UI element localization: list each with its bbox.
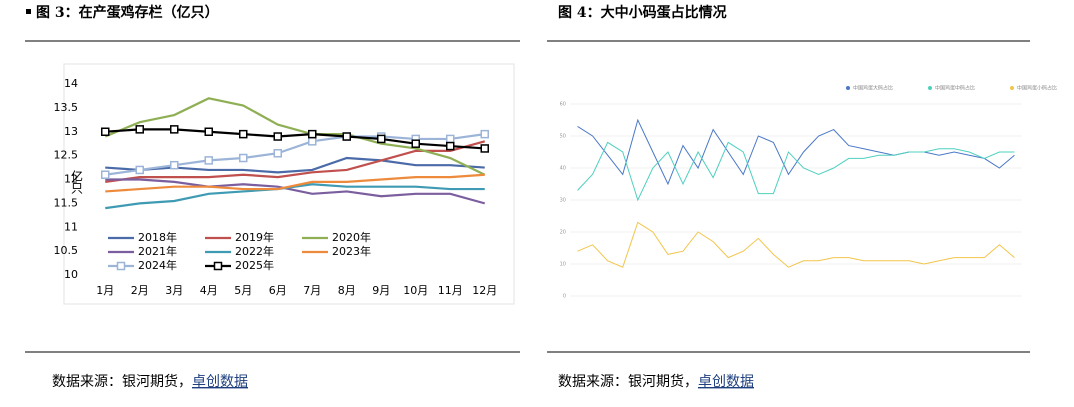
legend-label: 2022年 bbox=[235, 244, 274, 258]
bullet bbox=[26, 9, 31, 14]
marker bbox=[342, 132, 351, 141]
y-tick-label: 50 bbox=[560, 134, 566, 140]
marker bbox=[273, 148, 282, 158]
y-tick-label: 12 bbox=[64, 173, 78, 186]
y-tick-label: 14 bbox=[64, 77, 78, 90]
y-tick-label: 30 bbox=[560, 198, 566, 204]
legend-label: 中国鸡蛋中码占比 bbox=[935, 85, 975, 92]
legend-label: 2018年 bbox=[138, 230, 177, 244]
x-tick-label: 5月 bbox=[234, 284, 252, 297]
x-tick-label: 10月 bbox=[403, 284, 428, 297]
x-tick-label: 9月 bbox=[372, 284, 390, 297]
marker bbox=[308, 137, 317, 146]
legend-marker bbox=[213, 261, 223, 271]
marker bbox=[308, 129, 317, 139]
marker bbox=[170, 125, 179, 134]
y-tick-label: 60 bbox=[560, 102, 566, 108]
source-text: 数据来源：银河期货， bbox=[52, 373, 192, 390]
y-tick-label: 20 bbox=[560, 230, 566, 236]
series-line bbox=[577, 118, 1015, 186]
marker bbox=[377, 134, 386, 144]
legend-label: 2020年 bbox=[332, 230, 371, 244]
marker bbox=[101, 127, 110, 136]
y-tick-label: 10 bbox=[64, 268, 78, 281]
marker bbox=[204, 127, 213, 136]
series-line bbox=[105, 183, 485, 210]
legend-label: 2025年 bbox=[235, 258, 274, 272]
y-tick-label: 0 bbox=[563, 294, 566, 300]
series-line bbox=[105, 128, 485, 150]
series-line bbox=[105, 156, 485, 174]
x-tick-label: 7月 bbox=[303, 284, 321, 297]
y-tick-label: 13.5 bbox=[54, 101, 79, 114]
x-tick-label: 11月 bbox=[438, 284, 463, 297]
source-link: 卓创数据 bbox=[192, 374, 248, 390]
x-tick-label: 2月 bbox=[131, 284, 149, 297]
series-line bbox=[577, 141, 1015, 202]
marker bbox=[446, 141, 455, 151]
y-tick-label: 40 bbox=[560, 166, 566, 172]
marker bbox=[480, 144, 489, 153]
x-tick-label: 4月 bbox=[200, 284, 218, 297]
legend-label: 2023年 bbox=[332, 244, 371, 258]
series-line bbox=[577, 221, 1015, 268]
source-text: 数据来源：银河期货， bbox=[558, 373, 698, 390]
caption: 图 3：在产蛋鸡存栏（亿只） bbox=[36, 4, 219, 21]
y-tick-label: 10.5 bbox=[54, 244, 79, 257]
source-link: 卓创数据 bbox=[698, 374, 754, 390]
legend-swatch bbox=[846, 86, 850, 90]
series-line bbox=[104, 97, 486, 176]
series-line bbox=[105, 133, 485, 176]
marker bbox=[411, 139, 420, 148]
marker bbox=[135, 125, 144, 134]
marker bbox=[273, 132, 282, 141]
series-line bbox=[105, 178, 486, 205]
x-tick-label: 12月 bbox=[472, 284, 497, 297]
y-tick-label: 10 bbox=[560, 262, 566, 268]
marker bbox=[204, 156, 213, 165]
chart-frame bbox=[63, 63, 515, 305]
legend-label: 2019年 bbox=[235, 230, 274, 244]
y-tick-label: 11 bbox=[64, 220, 78, 233]
legend-label: 2024年 bbox=[138, 258, 177, 272]
marker bbox=[135, 165, 144, 175]
legend-swatch bbox=[928, 86, 932, 90]
y-axis-label: 亿只 bbox=[70, 169, 84, 195]
legend-label: 2021年 bbox=[138, 244, 177, 258]
x-tick-label: 8月 bbox=[338, 284, 356, 297]
marker bbox=[446, 134, 455, 144]
y-tick-label: 13 bbox=[64, 125, 78, 138]
marker bbox=[480, 129, 489, 139]
source: 数据来源：银河期货，卓创数据 bbox=[558, 373, 754, 390]
marker bbox=[170, 160, 179, 170]
marker bbox=[239, 129, 248, 139]
y-tick-label: 11.5 bbox=[54, 196, 79, 209]
marker bbox=[239, 153, 248, 163]
series-line bbox=[105, 173, 485, 193]
x-tick-label: 1月 bbox=[96, 284, 114, 297]
caption: 图 4：大中小码蛋占比情况 bbox=[558, 4, 727, 21]
x-tick-label: 6月 bbox=[269, 284, 287, 297]
legend-label: 中国鸡蛋大码占比 bbox=[853, 85, 893, 92]
legend-swatch bbox=[1010, 86, 1014, 90]
source: 数据来源：银河期货，卓创数据 bbox=[52, 373, 248, 390]
marker bbox=[101, 170, 110, 179]
x-tick-label: 3月 bbox=[165, 284, 183, 297]
y-tick-label: 12.5 bbox=[54, 149, 79, 162]
legend-marker bbox=[116, 261, 126, 271]
legend-label: 中国鸡蛋小码占比 bbox=[1017, 85, 1057, 92]
